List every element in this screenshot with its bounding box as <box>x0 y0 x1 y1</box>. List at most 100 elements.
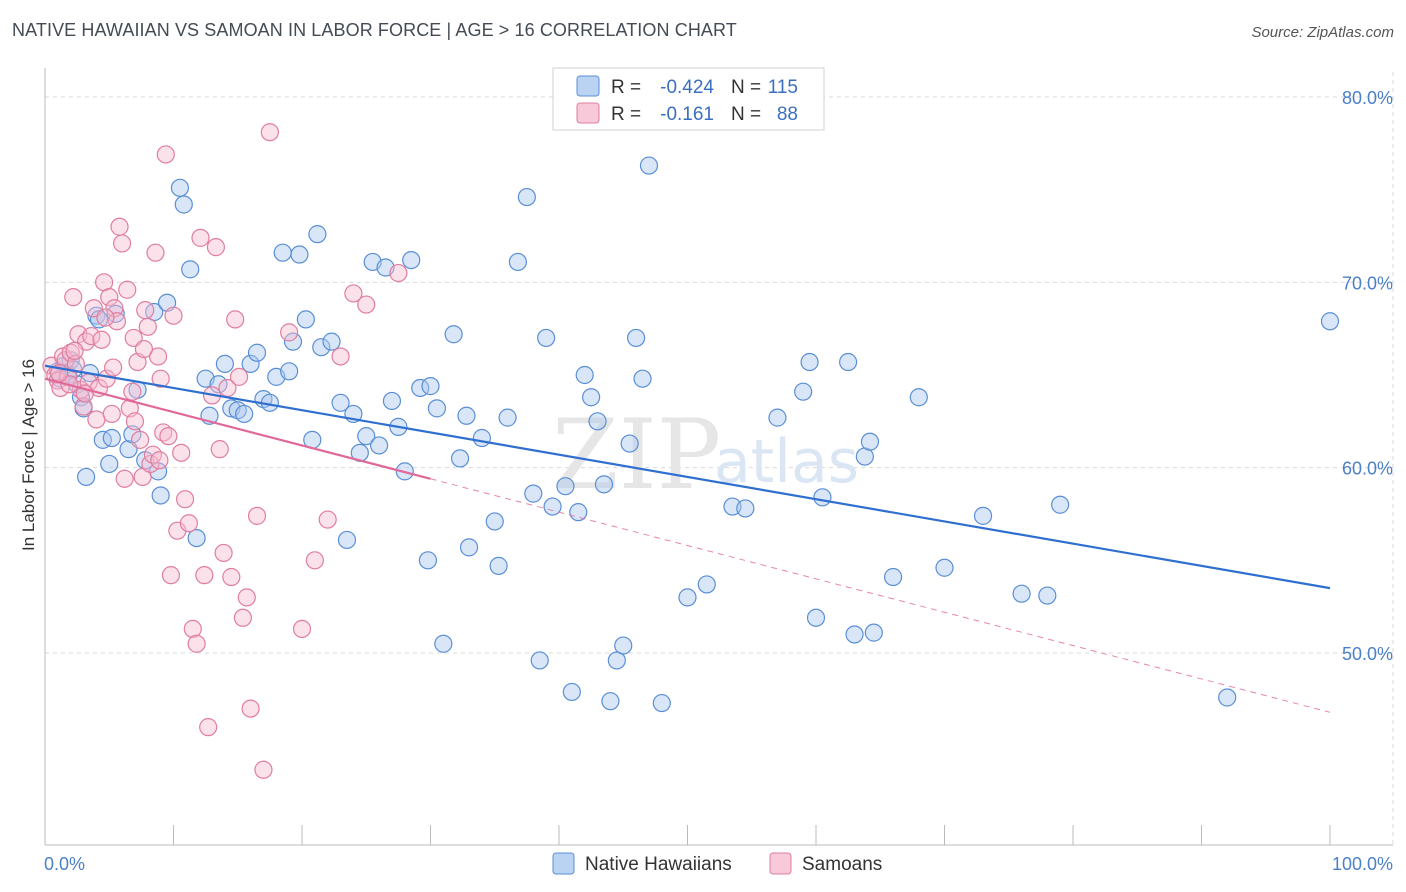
point-native-hawaiian <box>736 499 755 518</box>
point-native-hawaiian <box>626 328 646 348</box>
point-native-hawaiian <box>357 427 376 446</box>
point-native-hawaiian <box>331 393 350 412</box>
point-native-hawaiian <box>434 634 453 653</box>
point-native-hawaiian <box>308 225 327 244</box>
point-samoan <box>210 440 229 459</box>
legend-n-label-1: N = <box>731 77 761 98</box>
point-samoan <box>96 308 115 327</box>
point-native-hawaiian <box>839 352 858 372</box>
bottom-legend-native-hawaiians: Native Hawaiians <box>585 854 732 875</box>
point-native-hawaiian <box>77 467 96 487</box>
point-native-hawaiian <box>472 428 491 448</box>
point-samoan <box>187 634 206 653</box>
legend-n-value-1: 115 <box>768 77 798 98</box>
point-samoan <box>118 280 137 299</box>
point-native-hawaiian <box>883 567 903 587</box>
point-native-hawaiian <box>450 449 470 468</box>
point-native-hawaiian <box>530 651 549 670</box>
point-native-hawaiian <box>247 343 267 362</box>
point-native-hawaiian <box>215 354 234 373</box>
point-native-hawaiian <box>296 310 315 329</box>
point-native-hawaiian <box>697 575 716 594</box>
point-samoan <box>156 145 175 164</box>
x-tick-label-min: 0.0% <box>44 854 85 874</box>
point-native-hawaiian <box>1012 584 1031 603</box>
point-samoan <box>87 410 106 429</box>
point-native-hawaiian <box>102 428 121 448</box>
point-samoan <box>280 323 299 342</box>
point-samoan <box>344 284 363 303</box>
stats-legend: R = -0.424 N = 115 R = -0.161 N = 88 <box>552 67 825 131</box>
point-samoan <box>151 369 170 388</box>
point-samoan <box>222 567 241 587</box>
point-samoan <box>74 397 93 416</box>
point-native-hawaiian <box>860 432 880 451</box>
watermark-zip: ZIP <box>552 399 721 511</box>
point-samoan <box>175 490 195 509</box>
point-native-hawaiian <box>845 625 864 644</box>
point-samoan <box>123 382 142 401</box>
point-samoan <box>191 228 210 247</box>
legend-n-value-2: 88 <box>777 104 798 125</box>
point-samoan <box>110 217 129 236</box>
point-samoan <box>65 341 84 361</box>
point-samoan <box>130 430 150 449</box>
point-native-hawaiian <box>588 412 607 431</box>
point-native-hawaiian <box>935 558 954 577</box>
point-native-hawaiian <box>813 488 832 507</box>
point-native-hawaiian <box>187 528 206 548</box>
grid-lines <box>45 72 1394 845</box>
point-samoan <box>148 347 168 366</box>
point-samoan <box>237 588 256 607</box>
point-native-hawaiian <box>537 328 556 348</box>
point-native-hawaiian <box>457 406 476 425</box>
point-samoan <box>82 326 101 346</box>
point-native-hawaiian <box>678 588 697 607</box>
point-samoan <box>254 760 273 779</box>
legend-swatch-samoans <box>576 102 600 124</box>
point-native-hawaiian <box>620 434 639 453</box>
point-samoan <box>172 443 191 462</box>
point-native-hawaiian <box>614 636 633 655</box>
point-samoan <box>100 288 119 307</box>
y-tick-label: 80.0% <box>1342 88 1393 108</box>
point-samoan <box>183 619 202 639</box>
trend-lines <box>44 364 1331 713</box>
point-samoan <box>331 347 350 366</box>
point-native-hawaiian <box>322 332 341 351</box>
point-native-hawaiian <box>575 365 594 385</box>
point-native-hawaiian <box>864 623 883 642</box>
series-samoans-points <box>42 123 408 779</box>
point-native-hawaiian <box>601 692 620 711</box>
bottom-legend-swatch-samoans <box>769 852 792 875</box>
legend-r-label-1: R = <box>611 77 641 98</box>
source-label: Source: ZipAtlas.com <box>1251 24 1394 41</box>
legend-swatch-native-hawaiians <box>576 75 600 97</box>
point-native-hawaiian <box>209 375 228 394</box>
watermark-atlas: atlas <box>714 427 859 497</box>
point-native-hawaiian <box>508 252 527 272</box>
point-samoan <box>164 306 183 325</box>
point-native-hawaiian <box>517 187 536 207</box>
point-native-hawaiian <box>1051 495 1070 514</box>
point-native-hawaiian <box>485 512 504 531</box>
legend-r-value-2: -0.161 <box>660 104 714 125</box>
point-samoan <box>179 514 199 533</box>
series-legend: Native Hawaiians Samoans <box>552 852 882 875</box>
point-native-hawaiian <box>151 486 170 505</box>
point-native-hawaiian <box>562 682 581 702</box>
point-samoan <box>161 566 181 585</box>
y-tick-label: 70.0% <box>1342 273 1393 293</box>
point-native-hawaiian <box>652 693 671 713</box>
point-samoan <box>104 358 123 377</box>
point-native-hawaiian <box>235 404 254 424</box>
point-samoan <box>247 506 267 525</box>
point-samoan <box>233 608 252 627</box>
point-native-hawaiian <box>402 250 421 270</box>
legend-r-value-1: -0.424 <box>660 77 714 98</box>
point-native-hawaiian <box>280 362 299 381</box>
point-native-hawaiian <box>283 332 303 351</box>
point-samoan <box>115 469 134 488</box>
point-samoan <box>292 619 312 639</box>
